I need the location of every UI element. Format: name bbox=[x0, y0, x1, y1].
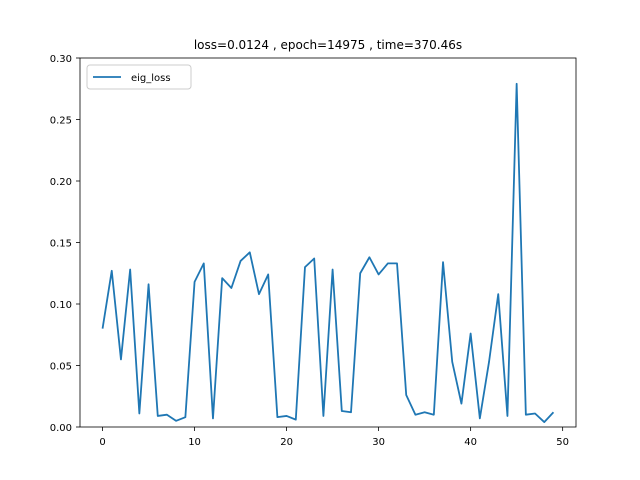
x-tick-label: 50 bbox=[556, 437, 569, 448]
y-tick-label: 0.10 bbox=[50, 300, 72, 311]
series-line-eig_loss bbox=[101, 82, 555, 423]
y-tick-label: 0.05 bbox=[50, 362, 72, 373]
chart-title: loss=0.0124 , epoch=14975 , time=370.46s bbox=[194, 38, 462, 52]
plot-background bbox=[80, 58, 576, 427]
y-tick-label: 0.20 bbox=[50, 177, 72, 188]
y-tick-label: 0.00 bbox=[50, 423, 72, 434]
legend: eig_loss bbox=[86, 64, 192, 90]
x-tick-label: 0 bbox=[99, 437, 105, 448]
y-tick-label: 0.30 bbox=[50, 54, 72, 65]
plot-frame bbox=[79, 57, 577, 428]
y-axis: 0.00 0.05 0.10 0.15 0.20 0.25 0.30 bbox=[50, 54, 80, 434]
x-tick-label: 10 bbox=[188, 437, 201, 448]
y-tick-label: 0.25 bbox=[50, 116, 72, 127]
x-axis: 0 10 20 30 40 50 bbox=[99, 427, 569, 448]
legend-label: eig_loss bbox=[131, 73, 171, 84]
y-tick-label: 0.15 bbox=[50, 239, 72, 250]
series-group bbox=[101, 82, 555, 423]
x-tick-label: 20 bbox=[280, 437, 293, 448]
plot-area bbox=[80, 58, 576, 427]
x-tick-label: 40 bbox=[464, 437, 477, 448]
legend-box bbox=[86, 64, 192, 90]
x-tick-label: 30 bbox=[372, 437, 385, 448]
